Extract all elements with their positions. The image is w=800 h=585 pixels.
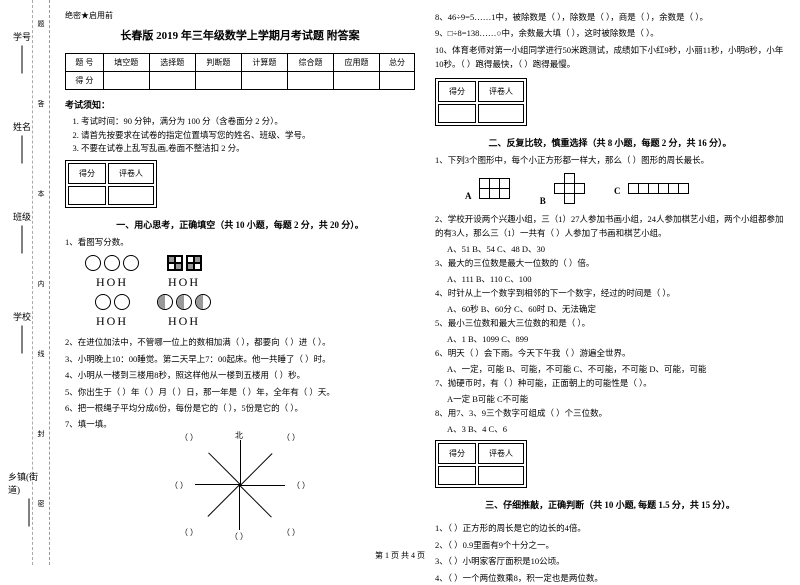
section2-title: 二、反复比较，慎重选择（共 8 小题，每题 2 分，共 16 分）。	[435, 136, 785, 149]
q10: 10、体育老师对第一小组同学进行50米跑测试，成绩如下小红9秒，小丽11秒，小明…	[435, 43, 785, 72]
s2q2: 2、学校开设两个兴趣小组，三（1）27人参加书画小组，24人参加棋艺小组，两个小…	[435, 212, 785, 241]
notice-head: 考试须知：	[65, 98, 415, 111]
q9: 9、□÷8=138……○中，余数最大填（ ），这时被除数是（ ）。	[435, 26, 785, 40]
s2q8: 8、用7、3、9三个数字可组成（ ）个三位数。	[435, 406, 785, 420]
q5: 5、你出生于（ ）年（ ）月（ ）日，那一年是（ ）年，全年有（ ）天。	[65, 385, 415, 399]
q6: 6、把一根绳子平均分成6份，每份是它的（ ），5份是它的（ ）。	[65, 401, 415, 415]
s2q7: 7、抛硬币时，有（ ）种可能，正面朝上的可能性是（ ）。	[435, 376, 785, 390]
s2q3: 3、最大的三位数是最大一位数的（ ）倍。	[435, 256, 785, 270]
q3: 3、小明晚上10：00睡觉。第二天早上7：00起床。他一共睡了（ ）时。	[65, 352, 415, 366]
notice-item: 请首先按要求在试卷的指定位置填写您的姓名、班级、学号。	[81, 129, 415, 143]
section3-title: 三、仔细推敲，正确判断（共 10 小题, 每题 1.5 分，共 15 分）。	[435, 498, 785, 511]
margin-label: 姓名	[13, 120, 31, 133]
s3q1: 1、（ ）正方形的周长是它的边长的4倍。	[435, 521, 785, 535]
notice-item: 考试时间：90 分钟，满分为 100 分（含卷面分 2 分）。	[81, 115, 415, 129]
q4: 4、小明从一楼到三楼用8秒，照这样他从一楼到五楼用（ ）秒。	[65, 368, 415, 382]
s2q6: 6、明天（ ）会下雨。今天下午我（ ）游遍全世界。	[435, 346, 785, 360]
margin-label: 乡镇(街道)	[8, 470, 49, 496]
right-column: 8、46÷9=5……1中，被除数是（ ），除数是（ ），商是（ ），余数是（ ）…	[435, 10, 785, 560]
notice-item: 不要在试卷上乱写乱画,卷面不整洁扣 2 分。	[81, 142, 415, 156]
score-box: 得分评卷人	[435, 78, 527, 126]
s2q4: 4、时针从上一个数字到相邻的下一个数字，经过的时间是（ ）。	[435, 286, 785, 300]
section1-title: 一、用心思考，正确填空（共 10 小题，每题 2 分，共 20 分）。	[65, 218, 415, 231]
score-table: 题 号 填空题 选择题 判断题 计算题 综合题 应用题 总分 得 分	[65, 53, 415, 90]
score-box: 得分评卷人	[435, 440, 527, 488]
q1: 1、看图写分数。	[65, 235, 415, 249]
s2q1: 1、下列3个图形中，每个小正方形都一样大，那么（ ）图形的周长最长。	[435, 153, 785, 167]
secret-mark: 绝密★启用前	[65, 10, 415, 21]
compass-diagram: 北 （ ） （ ） （ ） （ ） （ ） （ ） （ ）	[195, 440, 285, 530]
left-column: 绝密★启用前 长春版 2019 年三年级数学上学期月考试题 附答案 题 号 填空…	[65, 10, 415, 560]
perimeter-figures: A B C	[465, 173, 785, 206]
margin-label: 学校	[13, 310, 31, 323]
binding-margin: 学号 姓名 班级 学校 乡镇(街道) 题 答 本 内 线 封 密	[0, 0, 50, 565]
q2: 2、在进位加法中，不管哪一位上的数相加满（ ），都要向（ ）进（ ）。	[65, 335, 415, 349]
q8: 8、46÷9=5……1中，被除数是（ ），除数是（ ），商是（ ），余数是（ ）…	[435, 10, 785, 24]
fraction-shapes: HOH HOH HOH HOH	[85, 255, 415, 329]
exam-title: 长春版 2019 年三年级数学上学期月考试题 附答案	[65, 27, 415, 43]
s2q5: 5、最小三位数和最大三位数的和是（ ）。	[435, 316, 785, 330]
margin-label: 学号	[13, 30, 31, 43]
page-footer: 第 1 页 共 4 页	[0, 550, 800, 561]
score-box: 得分评卷人	[65, 160, 157, 208]
margin-label: 班级	[13, 210, 31, 223]
s3q4: 4、（ ）一个两位数乘8，积一定也是两位数。	[435, 571, 785, 585]
